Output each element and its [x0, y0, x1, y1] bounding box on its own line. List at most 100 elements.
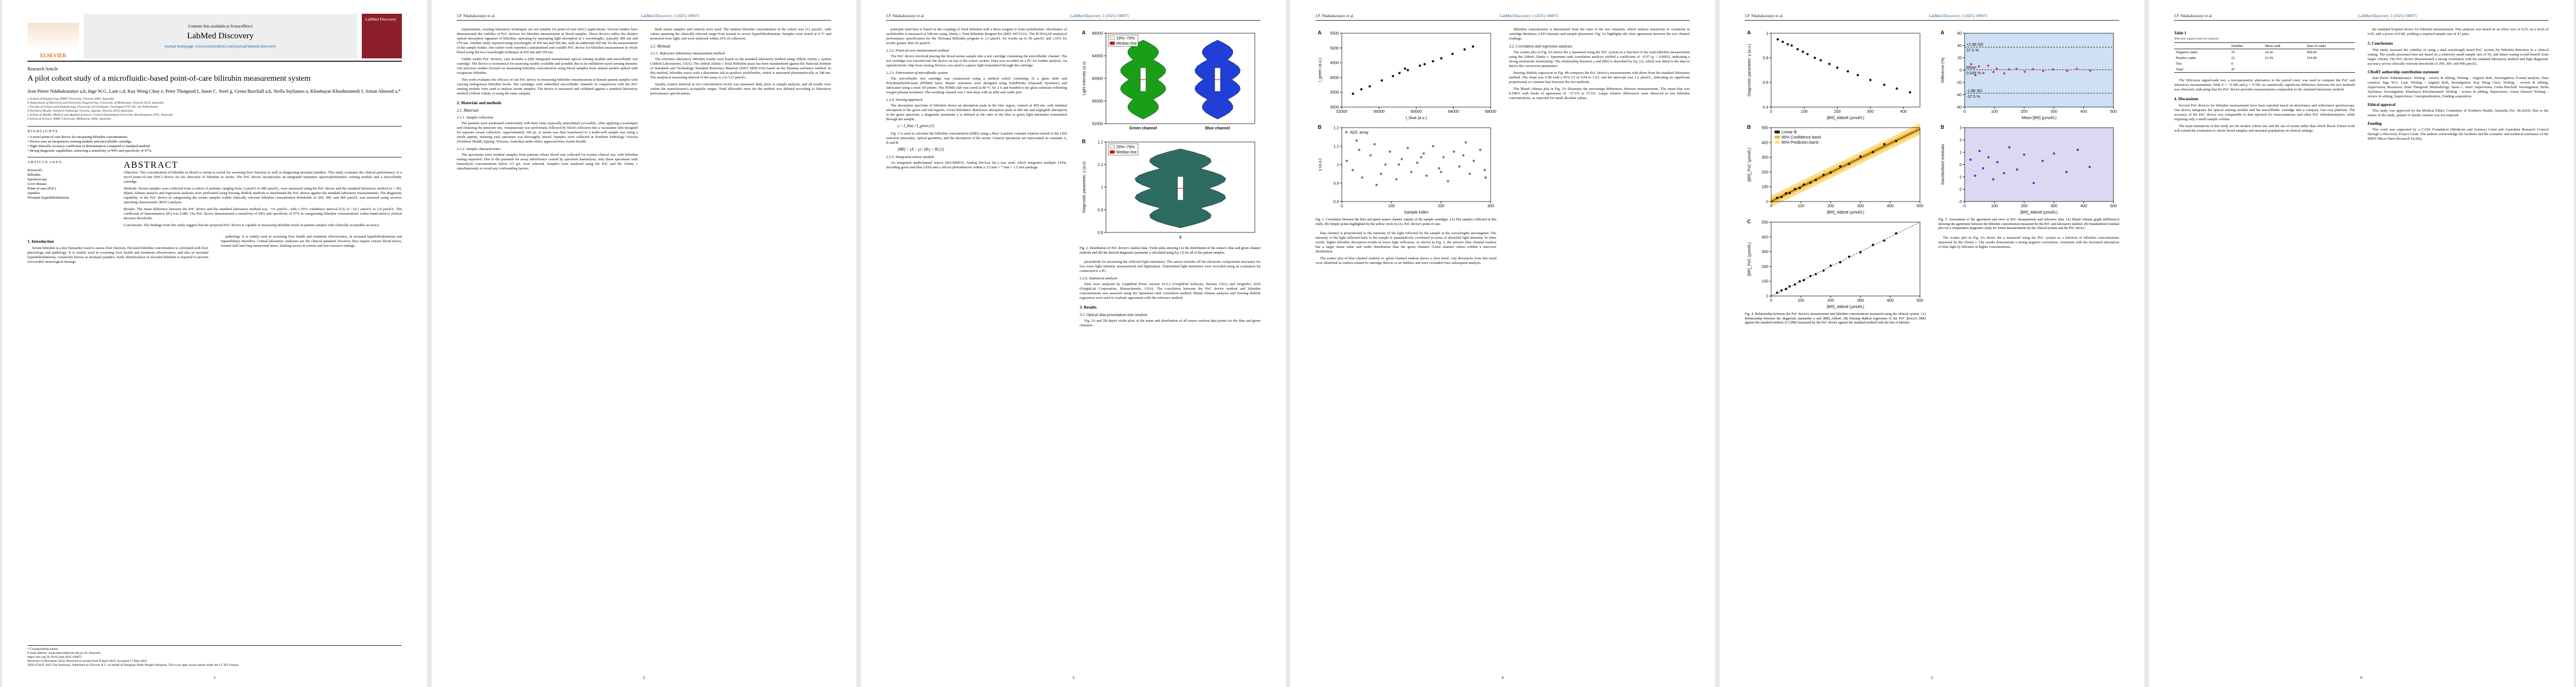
- y-axis-label: γ (a.u.): [1318, 159, 1322, 171]
- table-cell: Negative ranks: [2176, 50, 2198, 54]
- journal-info: Contents lists available at ScienceDirec…: [84, 14, 357, 58]
- data-point: [1406, 69, 1409, 72]
- journal-cover: LabMed Discovery: [362, 14, 402, 58]
- column: 0 100 200 300 400 0.4 0.6 0.8 1 [BR]_Abbott (µmol…: [1745, 27, 1926, 330]
- y-axis-label: Diagnostic parameter, γ (a.u.): [1748, 44, 1752, 97]
- journal-homepage[interactable]: journal homepage: www.sciencedirect.com/…: [164, 44, 276, 49]
- equation: [BR] = (A − γ) / (B·γ + R) (2): [898, 148, 944, 152]
- data-point: [1452, 150, 1455, 153]
- data-point: [1790, 44, 1793, 47]
- paragraph: Bilirubin concentration is determined fr…: [1509, 27, 1690, 41]
- figure-caption: Fig. 2. Distribution of PoC device's rea…: [1080, 247, 1261, 255]
- y-tick-label: 0.9: [1097, 208, 1103, 212]
- x-tick-label: 300: [2050, 204, 2057, 208]
- data-point: [1895, 87, 1898, 90]
- data-point: [2008, 68, 2010, 71]
- abstract-paragraph: Conclusions: The findings from this stud…: [124, 223, 380, 227]
- y-tick-label: 1: [1337, 163, 1339, 167]
- reference-value: -37.5 %: [1966, 95, 1980, 99]
- paragraph: The PoC device involved placing the bloo…: [886, 54, 1067, 68]
- paragraph: pathology. It is widely used in screenin…: [221, 235, 402, 248]
- data-point: [1423, 63, 1426, 66]
- data-point: [1380, 172, 1382, 175]
- data-point: [1996, 67, 1998, 70]
- x-tick-label: 100: [1991, 110, 1998, 114]
- y-tick-label: 20: [1957, 57, 1962, 61]
- highlight: • High clinically accuracy coefficient o…: [27, 144, 151, 148]
- legend-label: Linear fit: [1781, 131, 1797, 135]
- y-tick-label: 0: [1959, 163, 1962, 167]
- column: principle used here is based on the coup…: [886, 27, 1067, 330]
- journal-banner: ELSEVIER Contents lists available at Scie…: [27, 14, 402, 62]
- data-point: [1969, 158, 1972, 161]
- data-point: [1883, 143, 1886, 145]
- y-tick-label: 4000: [1330, 76, 1339, 80]
- figure: 0 100 200 300 400 0.4 0.6 0.8 1 [BR]_Abbott (µmol…: [1747, 30, 1923, 309]
- data-point: [2053, 152, 2055, 155]
- header-cell: Mean rank: [2265, 44, 2281, 48]
- y-tick-label: 300: [1761, 156, 1768, 160]
- data-point: [1440, 171, 1443, 173]
- data-point: [2008, 146, 2010, 149]
- data-point: [1468, 172, 1471, 175]
- plot-background: [1965, 128, 2113, 202]
- fit-line: [1771, 128, 1921, 202]
- reference-value: 0.549 %: [1966, 72, 1981, 76]
- table-row: Ties 0: [2174, 61, 2355, 66]
- y-tick-label: 200: [1761, 265, 1768, 269]
- y-tick-label: 0: [1959, 69, 1962, 73]
- data-point: [2076, 68, 2079, 70]
- legend-swatch: [1345, 131, 1348, 133]
- columns: 1. Introduction Serum bilirubin is a key …: [27, 235, 402, 267]
- legend-swatch: [1775, 136, 1780, 139]
- data-point: [1442, 156, 1445, 159]
- y-tick-label: 52000: [1092, 123, 1104, 127]
- data-point: [2065, 171, 2068, 173]
- paragraph: The specimens were residual samples from…: [457, 153, 638, 171]
- table-head: Number Mean rank Sum of ranks: [2174, 42, 2355, 49]
- data-point: [1815, 273, 1817, 275]
- publisher-logo: ELSEVIER: [27, 14, 79, 58]
- paragraph: An integrated multichannel sensor (MAX86…: [886, 161, 1067, 169]
- data-point: [1859, 155, 1862, 158]
- x-tick-label: 400: [1887, 204, 1894, 208]
- footnote: E-mail address: arnan.ahnood@rmit.edu.au…: [27, 652, 101, 655]
- data-point: [1395, 178, 1398, 181]
- paragraph: The reference laboratory bilirubin resul…: [650, 57, 831, 80]
- x-axis-label: I_blue (a.u.): [1405, 116, 1427, 120]
- heading: Jean Pierre Ndabakuranye a,b, Inge W.G. …: [27, 88, 401, 94]
- y-axis-label: [BR]_PoC (µmol/L): [1748, 242, 1752, 276]
- y-tick-label: 5000: [1330, 46, 1339, 50]
- columns: Table 1 Wilcoxon signed-rank test analysi…: [2174, 27, 2549, 144]
- heading: Ethical approval: [2368, 103, 2396, 107]
- column: pathology. It is widely used in screenin…: [221, 235, 402, 267]
- info-abstract: ARTICLE INFO Keywords: Bilirubin Spectrosco…: [27, 157, 402, 230]
- y-tick-label: 1.2: [1333, 127, 1339, 131]
- data-point: [1996, 161, 1999, 164]
- data-point: [1839, 261, 1842, 264]
- x-tick-label: 0: [1341, 204, 1343, 208]
- y-tick-label: 68000: [1092, 32, 1104, 36]
- y-tick-label: 100: [1761, 185, 1768, 189]
- x-tick-label: 52000: [1336, 110, 1348, 114]
- data-point: [1869, 78, 1872, 81]
- column: 0 100 200 300 400 500 -60 -40 -20 0 20 40 60 +1.96 SD…: [1938, 27, 2119, 330]
- legend-label: 95% Confidence band: [1781, 136, 1821, 140]
- data-point: [1375, 183, 1378, 186]
- paragraph: The Bland–Altman plot in Fig. 5A illustr…: [1509, 87, 1690, 100]
- heading: Research Article: [27, 66, 58, 72]
- y-tick-label: 3: [1959, 127, 1962, 131]
- abstract: ABSTRACT Objective: The concentration of …: [124, 160, 402, 230]
- keyword: Liver disease: [27, 182, 47, 186]
- columns: requirements, existing laboratory techni…: [457, 27, 831, 173]
- data-point: [2042, 70, 2045, 73]
- heading: 2.1. Materials: [457, 109, 479, 113]
- data-point: [1803, 279, 1805, 282]
- heading: A pilot cohort study of a microfluidic-b…: [27, 74, 311, 83]
- reference-label: Mean: [1966, 66, 1977, 70]
- page: J.P. Ndabakuranye et al. LabMed Discovery…: [1290, 0, 1715, 687]
- data-point: [1856, 74, 1859, 77]
- heading: 2.2.5. Integrated sensor module: [886, 155, 934, 159]
- x-tick-label: 400: [2080, 204, 2087, 208]
